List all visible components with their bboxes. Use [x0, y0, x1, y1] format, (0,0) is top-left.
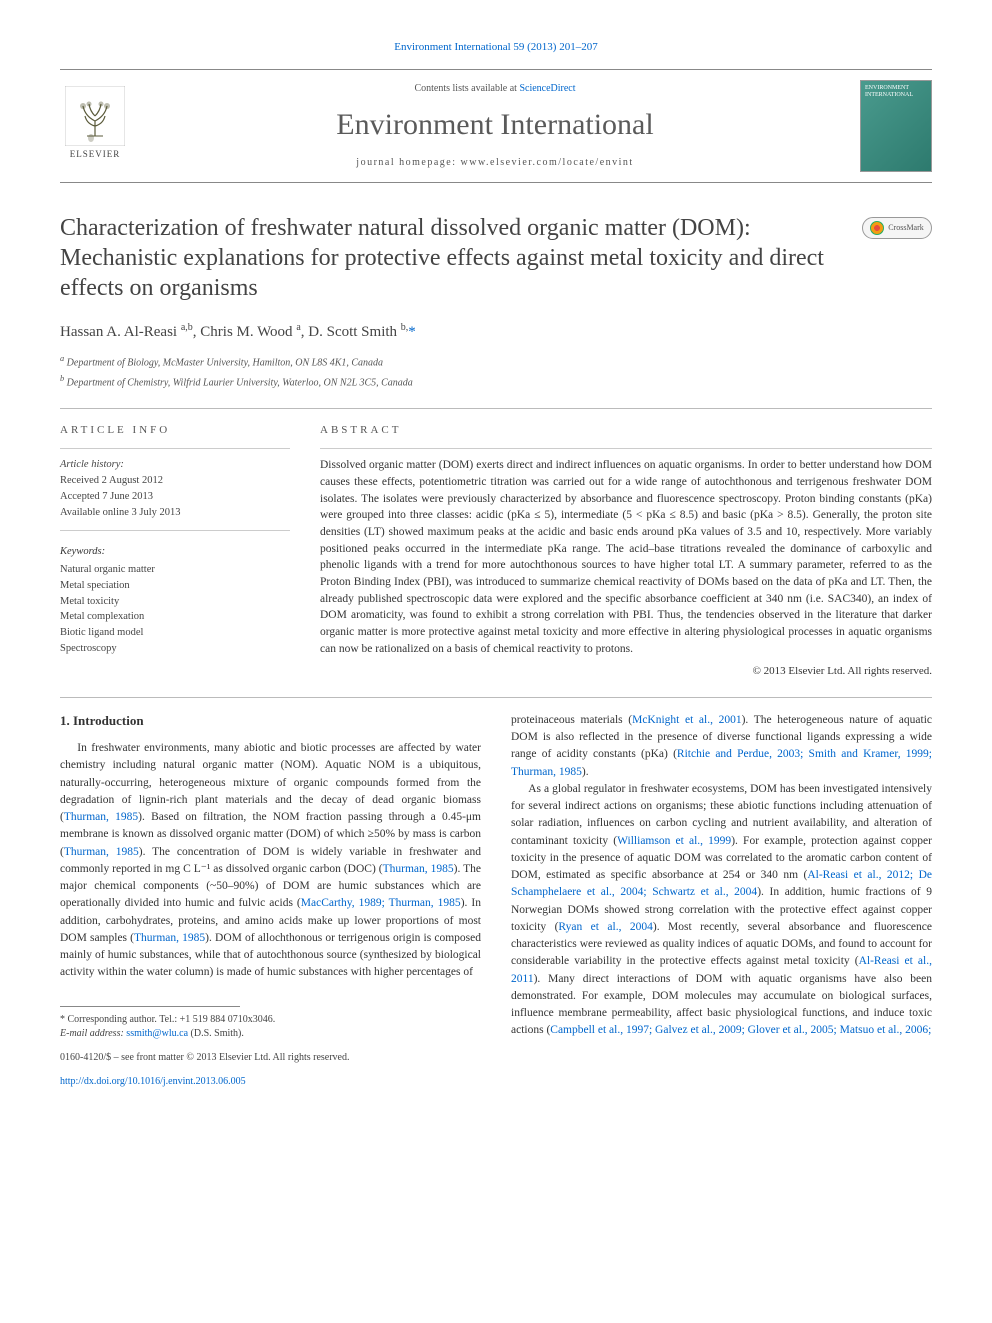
- article-info-heading: article info: [60, 423, 290, 438]
- cite-williamson[interactable]: Williamson et al., 1999: [617, 835, 731, 847]
- journal-homepage: journal homepage: www.elsevier.com/locat…: [130, 156, 860, 170]
- article-title: Characterization of freshwater natural d…: [60, 213, 932, 303]
- doi-link[interactable]: http://dx.doi.org/10.1016/j.envint.2013.…: [60, 1076, 246, 1087]
- intro-col1: In freshwater environments, many abiotic…: [60, 740, 481, 982]
- journal-cover-thumb: ENVIRONMENT INTERNATIONAL: [860, 80, 932, 172]
- intro-heading: 1. Introduction: [60, 712, 481, 730]
- authors-line: Hassan A. Al-Reasi a,b, Chris M. Wood a,…: [60, 321, 932, 343]
- cite-thurman-4[interactable]: Thurman, 1985: [134, 932, 205, 944]
- abstract-heading: abstract: [320, 423, 932, 438]
- journal-name: Environment International: [130, 104, 860, 146]
- cite-thurman-2[interactable]: Thurman, 1985: [64, 846, 139, 858]
- journal-header: ELSEVIER Contents lists available at Sci…: [60, 69, 932, 183]
- keywords-list: Natural organic matter Metal speciation …: [60, 562, 290, 657]
- affiliation-b: b Department of Chemistry, Wilfrid Lauri…: [60, 373, 932, 390]
- abstract-copyright: © 2013 Elsevier Ltd. All rights reserved…: [320, 664, 932, 679]
- issn-line: 0160-4120/$ – see front matter © 2013 El…: [60, 1051, 481, 1065]
- cite-mcknight[interactable]: McKnight et al., 2001: [632, 714, 742, 726]
- intro-col2: proteinaceous materials (McKnight et al.…: [511, 712, 932, 1040]
- affiliation-a: a Department of Biology, McMaster Univer…: [60, 353, 932, 370]
- corr-author-footnote: * Corresponding author. Tel.: +1 519 884…: [60, 1013, 481, 1041]
- footnote-rule: [60, 1006, 240, 1007]
- cite-thurman-1[interactable]: Thurman, 1985: [64, 811, 138, 823]
- sciencedirect-link[interactable]: ScienceDirect: [519, 83, 575, 94]
- keywords-heading: Keywords:: [60, 545, 290, 560]
- cite-maccarthy[interactable]: MacCarthy, 1989; Thurman, 1985: [301, 897, 461, 909]
- author-2: Chris M. Wood: [200, 324, 296, 340]
- divider-2: [60, 697, 932, 698]
- elsevier-logo: ELSEVIER: [60, 86, 130, 166]
- author-1: Hassan A. Al-Reasi: [60, 324, 181, 340]
- citation-header: Environment International 59 (2013) 201–…: [60, 40, 932, 55]
- cite-ryan[interactable]: Ryan et al., 2004: [558, 921, 652, 933]
- elsevier-label: ELSEVIER: [70, 148, 121, 161]
- abstract-text: Dissolved organic matter (DOM) exerts di…: [320, 457, 932, 657]
- cite-campbell[interactable]: Campbell et al., 1997; Galvez et al., 20…: [550, 1024, 931, 1036]
- citation-link[interactable]: Environment International 59 (2013) 201–…: [394, 41, 597, 53]
- cite-thurman-3[interactable]: Thurman, 1985: [383, 863, 454, 875]
- corr-author-marker[interactable]: *: [408, 324, 416, 340]
- crossmark-badge[interactable]: CrossMark: [862, 217, 932, 239]
- author-3: D. Scott Smith: [308, 324, 401, 340]
- divider: [60, 408, 932, 409]
- article-history: Article history: Received 2 August 2012 …: [60, 457, 290, 520]
- elsevier-tree-icon: [65, 86, 125, 146]
- crossmark-icon: [870, 221, 884, 235]
- contents-line: Contents lists available at ScienceDirec…: [130, 82, 860, 96]
- corr-email-link[interactable]: ssmith@wlu.ca: [126, 1028, 188, 1039]
